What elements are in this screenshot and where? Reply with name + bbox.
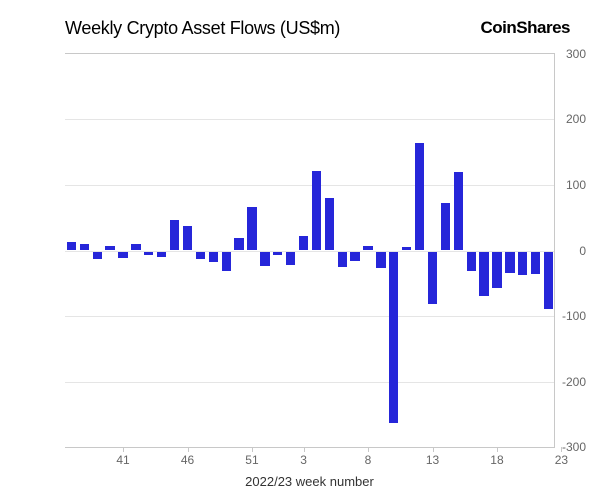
bar bbox=[350, 252, 359, 261]
bar bbox=[196, 252, 205, 260]
bar bbox=[144, 252, 153, 255]
bar bbox=[415, 143, 424, 250]
y-tick-label: 300 bbox=[566, 47, 586, 61]
x-tick-label: 3 bbox=[300, 453, 307, 467]
x-tick-label: 13 bbox=[426, 453, 439, 467]
bar bbox=[80, 244, 89, 249]
gridline bbox=[65, 119, 554, 120]
x-tick-mark bbox=[561, 447, 562, 452]
bar bbox=[441, 203, 450, 249]
y-tick-label: 100 bbox=[566, 178, 586, 192]
bar bbox=[531, 252, 540, 274]
bar bbox=[105, 246, 114, 250]
bar bbox=[338, 252, 347, 268]
x-axis-label: 2022/23 week number bbox=[245, 474, 374, 489]
x-tick-mark bbox=[123, 447, 124, 452]
plot-area: 2022/23 week number -300-200-10001002003… bbox=[65, 53, 555, 448]
chart-container: Weekly Crypto Asset Flows (US$m) CoinSha… bbox=[30, 18, 590, 478]
bar bbox=[376, 252, 385, 268]
x-tick-label: 41 bbox=[116, 453, 129, 467]
bar bbox=[209, 252, 218, 263]
bar bbox=[518, 252, 527, 275]
x-tick-mark bbox=[304, 447, 305, 452]
gridline bbox=[65, 316, 554, 317]
x-tick-mark bbox=[368, 447, 369, 452]
bar bbox=[454, 172, 463, 250]
bar bbox=[118, 252, 127, 259]
bar bbox=[325, 198, 334, 249]
bar bbox=[505, 252, 514, 273]
y-tick-label: 0 bbox=[579, 244, 586, 258]
bar bbox=[183, 226, 192, 249]
bar bbox=[544, 252, 553, 310]
bar bbox=[479, 252, 488, 297]
gridline bbox=[65, 382, 554, 383]
y-tick-label: -300 bbox=[562, 440, 586, 454]
x-tick-label: 18 bbox=[490, 453, 503, 467]
x-tick-label: 51 bbox=[245, 453, 258, 467]
x-tick-label: 23 bbox=[555, 453, 568, 467]
bar bbox=[234, 238, 243, 250]
bar bbox=[247, 207, 256, 250]
brand-logo: CoinShares bbox=[481, 18, 570, 38]
bar bbox=[222, 252, 231, 272]
bar bbox=[402, 247, 411, 250]
x-tick-mark bbox=[433, 447, 434, 452]
x-tick-mark bbox=[252, 447, 253, 452]
y-tick-label: -100 bbox=[562, 309, 586, 323]
gridline bbox=[65, 185, 554, 186]
y-tick-label: 200 bbox=[566, 112, 586, 126]
bar bbox=[273, 252, 282, 255]
bar bbox=[363, 246, 372, 250]
x-tick-mark bbox=[497, 447, 498, 452]
bar bbox=[260, 252, 269, 266]
x-tick-label: 46 bbox=[181, 453, 194, 467]
bar bbox=[170, 220, 179, 250]
bar bbox=[428, 252, 437, 305]
chart-title: Weekly Crypto Asset Flows (US$m) bbox=[65, 18, 340, 39]
x-tick-label: 8 bbox=[365, 453, 372, 467]
bar bbox=[492, 252, 501, 288]
y-tick-label: -200 bbox=[562, 375, 586, 389]
bar bbox=[157, 252, 166, 257]
bar bbox=[389, 252, 398, 423]
bar bbox=[286, 252, 295, 265]
x-tick-mark bbox=[188, 447, 189, 452]
bar bbox=[67, 242, 76, 250]
bar bbox=[131, 244, 140, 249]
bar bbox=[467, 252, 476, 272]
bar bbox=[312, 171, 321, 250]
bar bbox=[299, 236, 308, 249]
bar bbox=[93, 252, 102, 260]
